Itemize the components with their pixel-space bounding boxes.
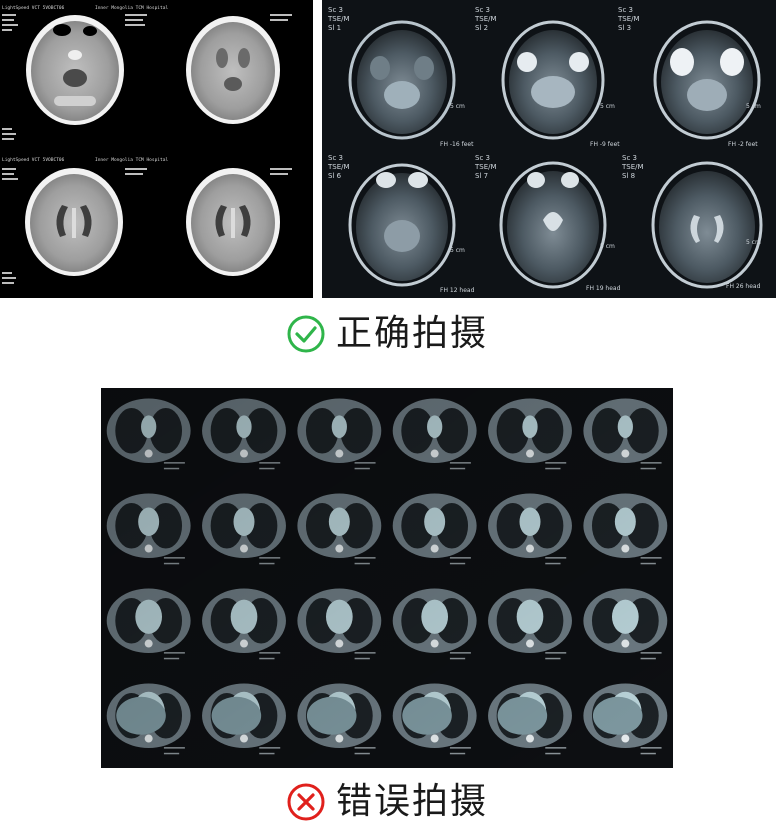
ct-brain-scans: LightSpeed VCT 5VOBCT06 Inner Mongolia T… bbox=[2, 5, 292, 284]
mri-slice-5 bbox=[499, 161, 607, 289]
svg-text:Sl 7: Sl 7 bbox=[475, 172, 488, 180]
svg-text:5 cm: 5 cm bbox=[450, 247, 465, 254]
svg-text:Sc 3: Sc 3 bbox=[328, 6, 343, 14]
svg-text:Sc 3: Sc 3 bbox=[475, 154, 490, 162]
mri-tile-label-3: Sc 3 TSE/M Sl 3 FH -2 feet 5 cm bbox=[617, 6, 761, 148]
ct-brain-slice-1 bbox=[26, 15, 124, 125]
svg-text:Sl 1: Sl 1 bbox=[328, 24, 341, 32]
mri-tile-label-5: Sc 3 TSE/M Sl 7 FH 19 head 5 cm bbox=[474, 154, 621, 292]
mri-brain-scans: Sc 3 TSE/M Sl 1 FH -16 feet 5 cm Sc 3 TS… bbox=[327, 6, 763, 294]
svg-text:FH -2 feet: FH -2 feet bbox=[728, 141, 758, 148]
mri-slice-6 bbox=[651, 161, 763, 289]
ct-chest-film bbox=[101, 388, 673, 768]
wrong-caption-text: 错误拍摄 bbox=[336, 781, 489, 822]
svg-text:TSE/M: TSE/M bbox=[617, 15, 640, 23]
mri-tile-label-4: Sc 3 TSE/M Sl 6 FH 12 head 5 cm bbox=[327, 154, 475, 294]
ct-header-right-2: Inner Mongolia TCM Hospital bbox=[95, 157, 168, 163]
svg-text:Sc 3: Sc 3 bbox=[475, 6, 490, 14]
svg-text:5 cm: 5 cm bbox=[600, 243, 615, 250]
mri-slice-3 bbox=[653, 20, 761, 140]
svg-text:FH 26 head: FH 26 head bbox=[726, 283, 761, 290]
x-circle-icon bbox=[287, 783, 325, 821]
svg-text:TSE/M: TSE/M bbox=[327, 163, 350, 171]
svg-text:Sl 2: Sl 2 bbox=[475, 24, 488, 32]
svg-text:Sl 8: Sl 8 bbox=[622, 172, 635, 180]
mri-tile-label-1: Sc 3 TSE/M Sl 1 FH -16 feet 5 cm bbox=[327, 6, 474, 148]
svg-text:FH -16 feet: FH -16 feet bbox=[440, 141, 474, 148]
svg-text:Sl 6: Sl 6 bbox=[328, 172, 342, 180]
svg-text:TSE/M: TSE/M bbox=[474, 15, 497, 23]
ct-brain-slice-3 bbox=[25, 168, 123, 276]
svg-text:Sc 3: Sc 3 bbox=[622, 154, 637, 162]
svg-text:5 cm: 5 cm bbox=[746, 103, 761, 110]
svg-text:5 cm: 5 cm bbox=[600, 103, 615, 110]
ct-brain-slice-4 bbox=[186, 168, 280, 276]
svg-text:Sc 3: Sc 3 bbox=[618, 6, 633, 14]
ct-header-left-2: LightSpeed VCT 5VOBCT06 bbox=[2, 157, 65, 163]
ct-metadata-marks bbox=[2, 14, 292, 284]
svg-text:Sl 3: Sl 3 bbox=[618, 24, 631, 32]
check-circle-icon bbox=[287, 315, 325, 353]
mri-slice-4 bbox=[348, 163, 456, 287]
mri-slice-2 bbox=[501, 20, 605, 140]
correct-caption: 正确拍摄 bbox=[286, 312, 488, 356]
mri-slice-1 bbox=[348, 20, 456, 140]
svg-text:FH 19 head: FH 19 head bbox=[586, 285, 621, 292]
ct-brain-film: LightSpeed VCT 5VOBCT06 Inner Mongolia T… bbox=[0, 0, 313, 298]
ct-header-right-1: Inner Mongolia TCM Hospital bbox=[95, 5, 168, 11]
svg-text:5 cm: 5 cm bbox=[746, 239, 761, 246]
mri-brain-film: Sc 3 TSE/M Sl 1 FH -16 feet 5 cm Sc 3 TS… bbox=[322, 0, 776, 298]
ct-header-left-1: LightSpeed VCT 5VOBCT06 bbox=[2, 5, 65, 11]
svg-text:Sc 3: Sc 3 bbox=[328, 154, 343, 162]
ct-brain-slice-2 bbox=[186, 16, 280, 124]
correct-caption-text: 正确拍摄 bbox=[336, 313, 489, 354]
svg-text:TSE/M: TSE/M bbox=[474, 163, 497, 171]
ct-chest-scans bbox=[101, 388, 673, 768]
svg-text:FH 12 head: FH 12 head bbox=[440, 287, 475, 294]
mri-tile-label-2: Sc 3 TSE/M Sl 2 FH -9 feet 5 cm bbox=[474, 6, 620, 148]
mri-tile-label-6: Sc 3 TSE/M Sl 8 FH 26 head 5 cm bbox=[621, 154, 761, 290]
wrong-caption: 错误拍摄 bbox=[286, 780, 488, 824]
svg-text:FH -9 feet: FH -9 feet bbox=[590, 141, 620, 148]
svg-text:5 cm: 5 cm bbox=[450, 103, 465, 110]
svg-text:TSE/M: TSE/M bbox=[327, 15, 350, 23]
svg-text:TSE/M: TSE/M bbox=[621, 163, 644, 171]
